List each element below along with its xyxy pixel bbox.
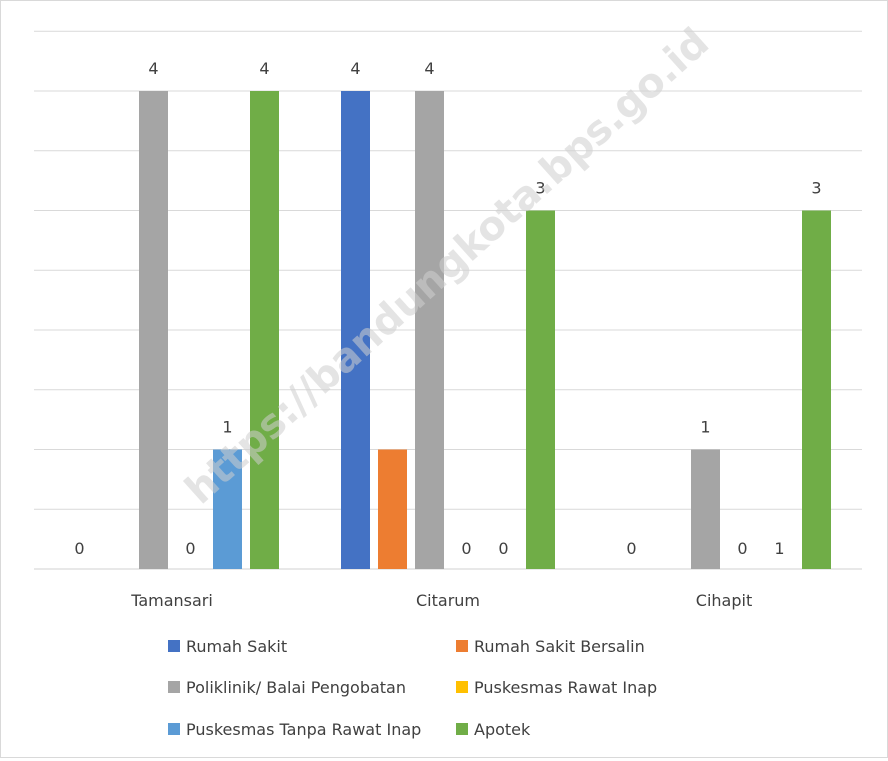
legend-label: Puskesmas Tanpa Rawat Inap [186, 720, 421, 739]
bar-poliklinik-balai-pengobatan-tamansari [139, 91, 168, 569]
legend-swatch [168, 681, 180, 693]
legend-swatch [168, 640, 180, 652]
bars-group [139, 91, 831, 569]
data-label: 1 [222, 418, 232, 437]
data-label: 4 [148, 59, 158, 78]
legend: Rumah Sakit Rumah Sakit Bersalin Poliklini… [168, 637, 657, 739]
category-labels-group: Tamansari Citarum Cihapit [130, 591, 752, 610]
data-label: 0 [498, 539, 508, 558]
data-label: 4 [424, 59, 434, 78]
legend-label: Apotek [474, 720, 531, 739]
bar-rumah-sakit-bersalin-citarum [378, 449, 407, 569]
data-label: 0 [461, 539, 471, 558]
data-label: 0 [185, 539, 195, 558]
data-label: 1 [700, 418, 710, 437]
data-label: 0 [737, 539, 747, 558]
gridlines [34, 30, 862, 570]
legend-swatch [456, 640, 468, 652]
data-label: 3 [811, 179, 821, 198]
legend-label: Poliklinik/ Balai Pengobatan [186, 678, 406, 697]
bar-poliklinik-balai-pengobatan-citarum [415, 91, 444, 569]
data-label: 0 [74, 539, 84, 558]
category-label-tamansari: Tamansari [130, 591, 213, 610]
data-label: 4 [350, 59, 360, 78]
data-label: 4 [259, 59, 269, 78]
bar-apotek-citarum [526, 210, 555, 569]
legend-label: Rumah Sakit [186, 637, 287, 656]
bar-poliklinik-balai-pengobatan-cihapit [691, 449, 720, 569]
bar-puskesmas-tanpa-rawat-inap-tamansari [213, 449, 242, 569]
legend-swatch [168, 723, 180, 735]
legend-label: Rumah Sakit Bersalin [474, 637, 645, 656]
bar-rumah-sakit-citarum [341, 91, 370, 569]
legend-label: Puskesmas Rawat Inap [474, 678, 657, 697]
bar-apotek-tamansari [250, 91, 279, 569]
bar-apotek-cihapit [802, 210, 831, 569]
value-labels-group: 0 4 0 1 4 4 4 0 0 3 0 1 0 1 3 [74, 59, 821, 558]
category-label-cihapit: Cihapit [696, 591, 752, 610]
legend-swatch [456, 681, 468, 693]
data-label: 1 [774, 539, 784, 558]
data-label: 3 [535, 179, 545, 198]
category-label-citarum: Citarum [416, 591, 480, 610]
data-label: 0 [626, 539, 636, 558]
legend-swatch [456, 723, 468, 735]
